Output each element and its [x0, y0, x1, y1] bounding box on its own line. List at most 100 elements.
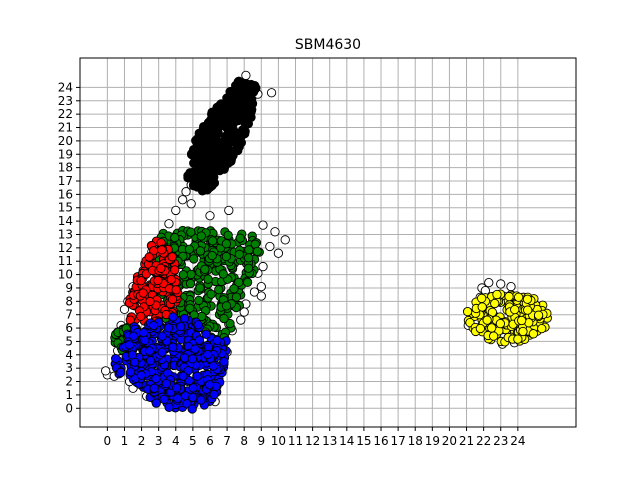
- blue-point: [138, 328, 149, 338]
- yellow-point: [533, 310, 544, 320]
- outlier-point: [258, 220, 268, 230]
- black-point: [228, 92, 238, 102]
- yellow-point: [523, 305, 533, 315]
- y-tick-label: 3: [65, 361, 73, 375]
- red-point: [166, 274, 177, 285]
- blue-point: [124, 340, 135, 350]
- x-tick-label: 20: [442, 434, 457, 448]
- black-point: [238, 124, 248, 135]
- black-point: [227, 124, 238, 134]
- red-point: [136, 276, 146, 286]
- outlier-point: [484, 277, 494, 288]
- outlier-point: [186, 199, 196, 209]
- blue-point: [204, 380, 215, 390]
- black-point: [193, 138, 204, 148]
- yellow-point: [488, 331, 499, 341]
- red-point: [167, 294, 178, 305]
- outlier-point: [270, 227, 280, 237]
- green-point: [244, 253, 254, 263]
- black-point: [224, 108, 234, 118]
- blue-point: [176, 321, 186, 332]
- green-point: [206, 289, 216, 299]
- x-tick-label: 17: [390, 434, 405, 448]
- outlier-point: [266, 88, 277, 98]
- blue-point: [188, 392, 198, 403]
- red-point: [171, 285, 181, 295]
- x-tick-label: 14: [339, 434, 354, 448]
- black-point: [246, 106, 256, 117]
- x-tick-label: 6: [206, 434, 214, 448]
- outlier-point: [164, 219, 174, 229]
- blue-point: [145, 356, 156, 366]
- blue-point: [144, 346, 155, 356]
- blue-point: [157, 331, 167, 341]
- y-tick-label: 12: [58, 241, 73, 255]
- x-tick-label: 13: [322, 434, 337, 448]
- yellow-point: [492, 289, 502, 300]
- y-tick-label: 9: [65, 281, 73, 295]
- black-point: [221, 97, 232, 108]
- x-tick-label: 19: [425, 434, 440, 448]
- blue-point: [196, 395, 206, 405]
- x-tick-label: 7: [223, 434, 231, 448]
- blue-point: [180, 353, 190, 363]
- green-point: [252, 246, 263, 257]
- yellow-point: [462, 306, 473, 317]
- green-point: [203, 274, 213, 284]
- green-point: [229, 284, 239, 294]
- green-point: [225, 318, 235, 329]
- y-tick-label: 10: [58, 268, 73, 282]
- blue-point: [168, 342, 178, 352]
- outlier-point: [258, 261, 268, 272]
- yellow-point: [475, 323, 486, 334]
- blue-point: [209, 389, 219, 400]
- blue-point: [136, 370, 147, 380]
- green-point: [235, 233, 245, 243]
- green-point: [234, 249, 245, 259]
- outlier-point: [273, 248, 284, 258]
- black-point: [220, 140, 230, 151]
- blue-point: [201, 329, 211, 339]
- y-tick-label: 13: [58, 227, 73, 241]
- blue-point: [187, 404, 197, 414]
- outlier-point: [236, 315, 246, 325]
- outlier-point: [280, 235, 290, 245]
- black-point: [207, 168, 217, 179]
- outlier-point: [101, 366, 111, 376]
- data-points: [101, 70, 552, 414]
- outlier-point: [239, 307, 249, 317]
- blue-point: [178, 371, 188, 381]
- x-tick-label: 18: [408, 434, 423, 448]
- blue-point: [188, 383, 198, 393]
- black-point: [222, 157, 233, 167]
- outlier-point: [265, 241, 275, 252]
- yellow-point: [504, 291, 514, 302]
- green-point: [195, 246, 206, 256]
- green-point: [208, 236, 218, 246]
- outlier-point: [171, 205, 181, 216]
- outlier-point: [506, 281, 516, 292]
- blue-point: [168, 312, 178, 322]
- y-tick-label: 7: [65, 308, 73, 322]
- green-point: [186, 227, 196, 237]
- red-point: [125, 315, 135, 325]
- green-point: [243, 263, 254, 273]
- blue-point: [190, 344, 200, 354]
- outlier-point: [256, 291, 266, 301]
- axes: 0 1 2 3 4 5 6 7 8 9 10 11 12 13 14 15 16 17 18 19 20 21 22 23 24…: [58, 80, 526, 448]
- outlier-point: [205, 211, 215, 221]
- green-point: [178, 270, 188, 280]
- green-point: [242, 277, 253, 287]
- blue-point: [208, 361, 219, 371]
- black-point: [212, 125, 222, 135]
- blue-point: [163, 323, 174, 333]
- blue-point: [171, 383, 182, 393]
- green-point: [207, 250, 217, 261]
- blue-point: [127, 350, 137, 360]
- red-point: [157, 245, 167, 255]
- yellow-point: [528, 329, 539, 339]
- blue-point: [125, 367, 136, 377]
- black-point: [210, 133, 220, 144]
- x-tick-label: 21: [459, 434, 474, 448]
